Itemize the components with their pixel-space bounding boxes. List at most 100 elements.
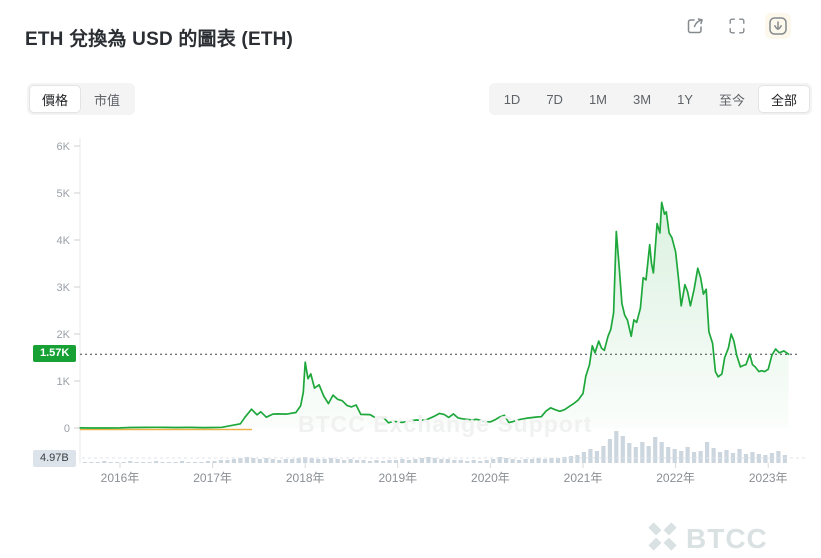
volume-bar bbox=[478, 461, 483, 463]
metric-tabs: 價格 市值 bbox=[27, 83, 136, 115]
volume-bar bbox=[530, 459, 535, 463]
volume-bar bbox=[646, 446, 651, 463]
volume-bar bbox=[517, 460, 522, 463]
tab-price[interactable]: 價格 bbox=[30, 86, 81, 112]
volume-bar bbox=[594, 451, 599, 463]
price-chart[interactable]: 0 1K 2K 3K 4K 5K 6K 2016年 2017年 2018年 2019年 2020年 20… bbox=[0, 130, 821, 554]
x-axis-label: 2018年 bbox=[286, 471, 325, 485]
volume-bar bbox=[419, 458, 424, 463]
volume-bar bbox=[355, 460, 360, 463]
range-7d[interactable]: 7D bbox=[534, 86, 575, 112]
fullscreen-icon bbox=[724, 16, 750, 36]
x-axis-label: 2017年 bbox=[193, 471, 232, 485]
fullscreen-button[interactable] bbox=[724, 13, 750, 39]
volume-bar bbox=[763, 455, 768, 463]
volume-bar bbox=[218, 460, 223, 463]
btcc-logo-icon bbox=[646, 520, 679, 558]
volume-bar bbox=[523, 459, 528, 463]
volume-bar bbox=[698, 451, 703, 463]
volume-bar bbox=[82, 462, 87, 463]
volume-bar bbox=[413, 459, 418, 463]
volume-bar bbox=[705, 442, 710, 463]
volume-bar bbox=[627, 443, 632, 463]
volume-bar bbox=[685, 447, 690, 463]
volume-bar bbox=[737, 449, 742, 463]
volume-bar bbox=[205, 461, 211, 463]
x-axis-label: 2020年 bbox=[471, 471, 510, 485]
volume-bar bbox=[782, 455, 787, 463]
volume-bar bbox=[154, 461, 159, 463]
volume-badge: 4.97B bbox=[33, 450, 76, 467]
volume-bar bbox=[264, 458, 269, 463]
volume-bar bbox=[134, 462, 139, 463]
share-button[interactable] bbox=[682, 13, 708, 39]
volume-bar bbox=[445, 459, 450, 463]
volume-bar bbox=[601, 446, 606, 463]
volume-bar bbox=[160, 462, 165, 463]
x-axis-label: 2023年 bbox=[749, 471, 788, 485]
volume-bar bbox=[342, 460, 347, 463]
volume-bar bbox=[432, 458, 437, 463]
y-axis-label: 0 bbox=[64, 423, 70, 435]
volume-bar bbox=[257, 459, 262, 463]
volume-bar bbox=[769, 453, 774, 463]
x-axis-label: 2019年 bbox=[378, 471, 417, 485]
volume-bar bbox=[231, 459, 236, 463]
volume-bar bbox=[238, 458, 243, 463]
y-axis-label: 4K bbox=[57, 235, 71, 247]
volume-bar bbox=[367, 461, 373, 463]
volume-bar bbox=[225, 460, 230, 463]
volume-bar bbox=[380, 461, 386, 463]
volume-bar bbox=[387, 460, 392, 463]
volume-bar bbox=[581, 452, 586, 463]
volume-bar bbox=[244, 457, 249, 463]
volume-bar bbox=[335, 459, 340, 463]
volume-bar bbox=[568, 456, 574, 463]
tab-marketcap[interactable]: 市值 bbox=[82, 86, 132, 112]
range-1d[interactable]: 1D bbox=[492, 86, 533, 112]
volume-bar bbox=[743, 454, 749, 463]
volume-bar bbox=[575, 455, 580, 463]
volume-bar bbox=[309, 458, 314, 463]
volume-bar bbox=[672, 449, 677, 463]
volume-bar bbox=[640, 442, 645, 463]
volume-bar bbox=[251, 458, 256, 463]
volume-bar bbox=[562, 457, 567, 463]
volume-bar bbox=[542, 459, 548, 463]
x-axis-label: 2022年 bbox=[656, 471, 695, 485]
y-axis-label: 1K bbox=[57, 376, 71, 388]
volume-bar bbox=[497, 457, 502, 463]
volume-bar bbox=[303, 457, 308, 463]
range-1m[interactable]: 1M bbox=[577, 86, 619, 112]
range-ytd[interactable]: 至今 bbox=[707, 86, 757, 112]
y-axis-label: 3K bbox=[57, 282, 71, 294]
volume-bar bbox=[393, 460, 398, 463]
volume-bar bbox=[290, 459, 295, 463]
brand-name: BTCC bbox=[686, 523, 768, 554]
download-icon bbox=[765, 15, 791, 37]
volume-bar bbox=[192, 462, 198, 463]
volume-bar bbox=[465, 461, 470, 463]
download-button[interactable] bbox=[765, 13, 791, 39]
price-line bbox=[79, 201, 790, 429]
volume-bar bbox=[322, 459, 327, 463]
volume-bar bbox=[179, 461, 185, 463]
volume-bar bbox=[186, 462, 191, 463]
volume-bar bbox=[633, 447, 638, 463]
volume-bar bbox=[536, 458, 541, 463]
volume-bar bbox=[491, 459, 496, 463]
x-axis-label: 2016年 bbox=[101, 471, 140, 485]
volume-bar bbox=[504, 458, 509, 463]
share-icon bbox=[682, 15, 708, 37]
volume-bar bbox=[95, 462, 100, 463]
volume-bar bbox=[776, 451, 781, 463]
volume-bar bbox=[426, 457, 431, 463]
volume-bar bbox=[620, 436, 625, 463]
volume-bar bbox=[756, 454, 761, 463]
range-all[interactable]: 全部 bbox=[758, 86, 809, 112]
volume-bar bbox=[549, 458, 554, 463]
range-1y[interactable]: 1Y bbox=[665, 86, 705, 112]
price-area bbox=[80, 202, 789, 428]
range-3m[interactable]: 3M bbox=[621, 86, 663, 112]
volume-bar bbox=[316, 459, 321, 463]
